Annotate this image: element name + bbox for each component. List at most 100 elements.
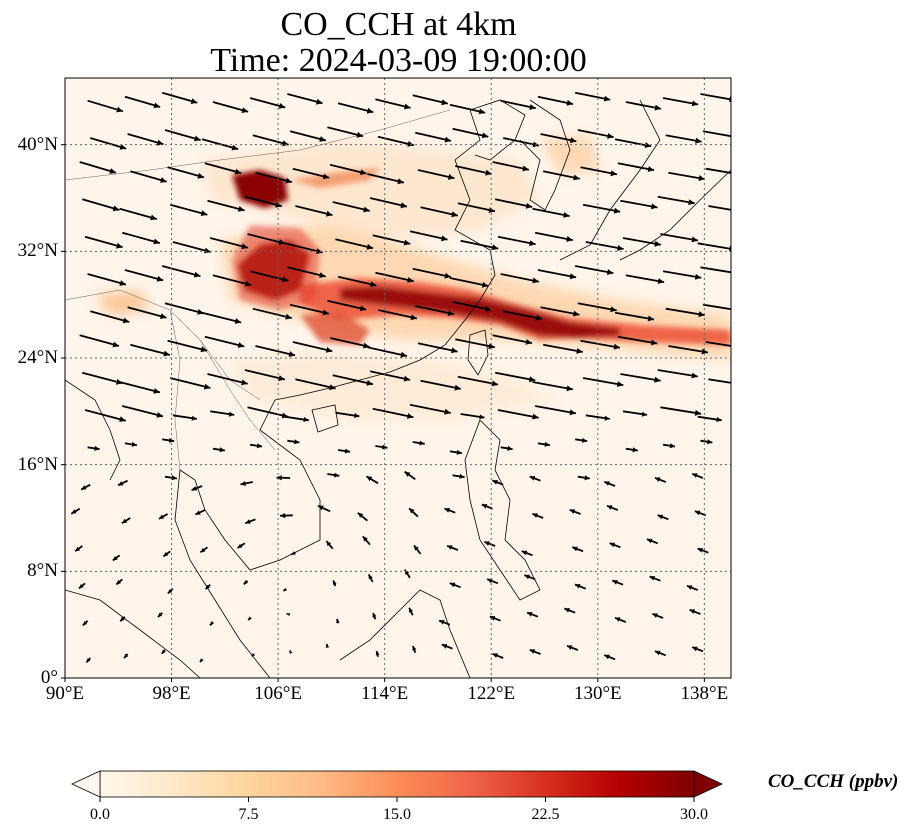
lat-tick-label: 0° [40,667,58,688]
wind-vector-head [694,273,702,280]
wind-vector-head [691,236,698,243]
wind-vector-shaft [84,409,127,422]
wind-vector-head [564,608,570,613]
wind-vector-head [112,205,120,212]
wind-vector-head [439,620,445,625]
colorbar-tick-label: 0.0 [90,806,110,823]
wind-vector-head [112,556,118,561]
wind-vector-head [532,413,539,420]
wind-vector-shaft [122,231,161,244]
tick-marks [61,144,705,682]
lat-tick-label: 16°N [17,453,58,475]
wind-vector-head [171,475,177,481]
wind-vector-shaft [503,137,540,147]
wind-vector-shaft [90,137,127,150]
wind-vector-head [522,165,529,172]
wind-vector-shaft [617,162,655,171]
wind-vector-head [94,445,100,451]
wind-vector-head [613,343,620,350]
wind-vector-head [79,584,84,589]
wind-vector-head [161,649,166,654]
wind-vector-head [736,171,742,177]
wind-vector-head [210,621,214,626]
wind-vector-head [641,411,648,417]
wind-vector-head [156,139,164,146]
wind-vector-shaft [503,310,543,320]
wind-vector-head [400,351,407,358]
wind-vector-shaft [295,378,336,390]
wind-vector-head [153,238,160,245]
wind-vector-head [124,653,129,659]
wind-vector-shaft [204,335,245,348]
wind-vector-head [581,437,588,443]
plume-main-core [340,286,620,338]
wind-vector-head [444,508,450,513]
wind-vector-shaft [247,406,289,418]
wind-vector-head [732,134,738,140]
wind-vector-head [647,315,655,322]
wind-vector-shaft [620,199,658,209]
wind-vector-head [444,136,452,143]
wind-vector-head [604,415,610,421]
wind-vector-head [707,439,713,445]
wind-vector-head [479,414,485,420]
wind-vector-head [363,206,370,213]
wind-vector-shaft [295,205,333,216]
wind-vector-head [617,245,624,251]
wind-vector-shaft [580,339,621,349]
wind-vector-head [119,144,127,150]
wind-vector-head [563,212,570,218]
wind-vector-head [451,211,458,218]
wind-vector-shaft [337,102,374,114]
wind-vector-head [382,444,388,450]
wind-vector-head [317,505,324,511]
wind-vector-head [566,99,573,106]
wind-vector-head [603,95,611,102]
wind-vector-shaft [543,343,583,353]
wind-vector-head [329,384,336,391]
wind-vector-shaft [417,169,455,180]
wind-vector-head [160,177,167,183]
wind-vector-shaft [289,130,327,142]
wind-vector-shaft [289,303,330,315]
wind-vector-head [732,270,738,276]
wind-vector-head [657,514,664,520]
wind-vector-head [606,269,614,275]
wind-vector-head [289,650,293,654]
wind-vector-head [153,102,161,109]
wind-vector-head [610,170,617,177]
wind-vector-shaft [585,241,624,250]
wind-vector-head [303,417,309,422]
wind-vector-head [525,339,532,345]
wind-vector-head [237,543,243,548]
colorbar-extend-min [71,770,101,798]
bay-of-bengal-coast [65,379,121,481]
wind-vector-head [231,144,239,151]
wind-vector-head [325,346,333,353]
wind-vector-head [86,658,91,663]
plume-northwest [232,170,288,208]
wind-vector-head [566,236,573,242]
wind-vector-shaft [375,98,411,109]
wind-vector-head [484,541,490,546]
wind-vector-head [575,584,581,589]
wind-vector-head [354,413,360,418]
wind-vector-head [281,276,289,283]
wind-vector-shaft [702,130,731,138]
wind-vectors [70,91,742,663]
wind-vector-head [691,100,699,107]
wind-vector-head [729,96,731,103]
wind-vector-head [119,416,126,422]
colorbar-tick-label: 30.0 [680,806,708,823]
wind-vector-shaft [668,171,706,180]
wind-vector-head [344,448,351,454]
wind-vector-head [205,584,210,590]
wind-vector-shaft [409,230,448,241]
wind-vector-head [71,509,77,514]
wind-vector-head [362,536,368,542]
wind-vector-head [283,587,287,591]
plume-sichuan-halo [232,225,320,310]
plume-north-streak [290,168,380,188]
wind-vector-shaft [537,269,577,279]
wind-vector-head [197,172,204,179]
